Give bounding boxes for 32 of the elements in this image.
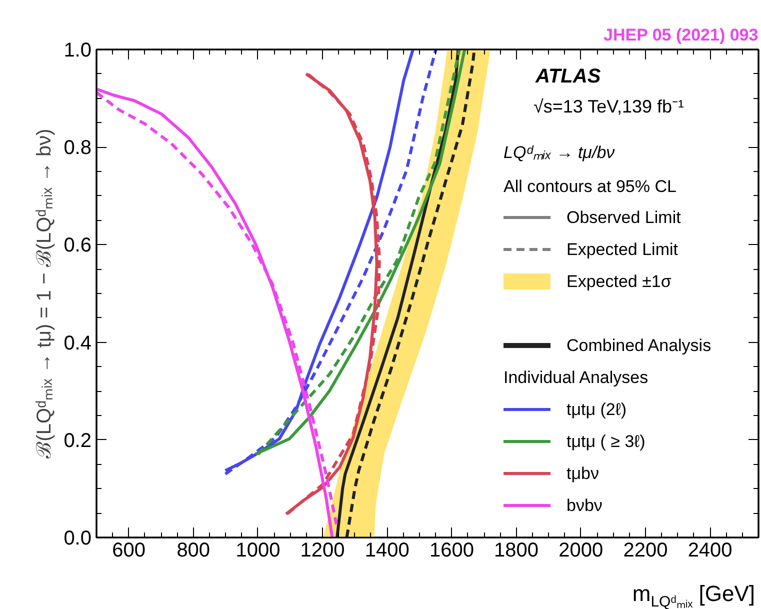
x-tick-label: 2400	[688, 540, 732, 562]
y-tick-label: 0.8	[64, 137, 92, 160]
annotation: All contours at 95% CL	[504, 177, 676, 196]
x-tick-label: 1000	[236, 540, 280, 562]
y-tick-label: 0.6	[64, 234, 92, 257]
x-tick-label: 2200	[623, 540, 668, 562]
annotation: √s=13 TeV,139 fb⁻¹	[534, 96, 684, 116]
y-tick-label: 0.0	[64, 528, 92, 550]
legend-label: Observed Limit	[566, 208, 682, 227]
legend-label: Expected ±1σ	[566, 272, 672, 291]
legend-label: Combined Analysis	[566, 336, 712, 355]
x-tick-label: 1800	[494, 540, 539, 562]
y-axis-title: ℬ(LQᵈₘᵢₓ → tμ) = 1 − ℬ(LQᵈₘᵢₓ → bν)	[34, 128, 56, 458]
text: JHEP 05 (2021) 093	[604, 26, 758, 44]
annotation: Individual Analyses	[504, 368, 648, 387]
x-tick-label: 1200	[300, 540, 345, 562]
y-tick-label: 0.4	[64, 332, 92, 354]
annotation: ATLAS	[534, 66, 602, 88]
x-axis-title: m$_{LQᵈₘᵢₓ}$ [GeV]	[632, 581, 755, 609]
legend-label: Expected Limit	[566, 240, 678, 259]
x-tick-label: 1400	[364, 540, 410, 562]
legend-label: tμtμ (2ℓ)	[566, 400, 627, 419]
x-tick-label: 600	[112, 540, 146, 562]
legend-label: tμtμ ( ≥ 3ℓ)	[566, 432, 646, 451]
legend-label: bνbν	[566, 496, 602, 515]
legend-title: LQᵈₘᵢₓ → tμ/bν	[504, 143, 616, 162]
legend-label: tμbν	[566, 464, 599, 483]
x-tick-label: 1600	[429, 540, 474, 562]
y-tick-label: 1.0	[64, 40, 92, 62]
x-tick-label: 800	[176, 540, 210, 562]
y-tick-label: 0.2	[64, 430, 92, 452]
x-tick-label: 2000	[558, 540, 604, 562]
